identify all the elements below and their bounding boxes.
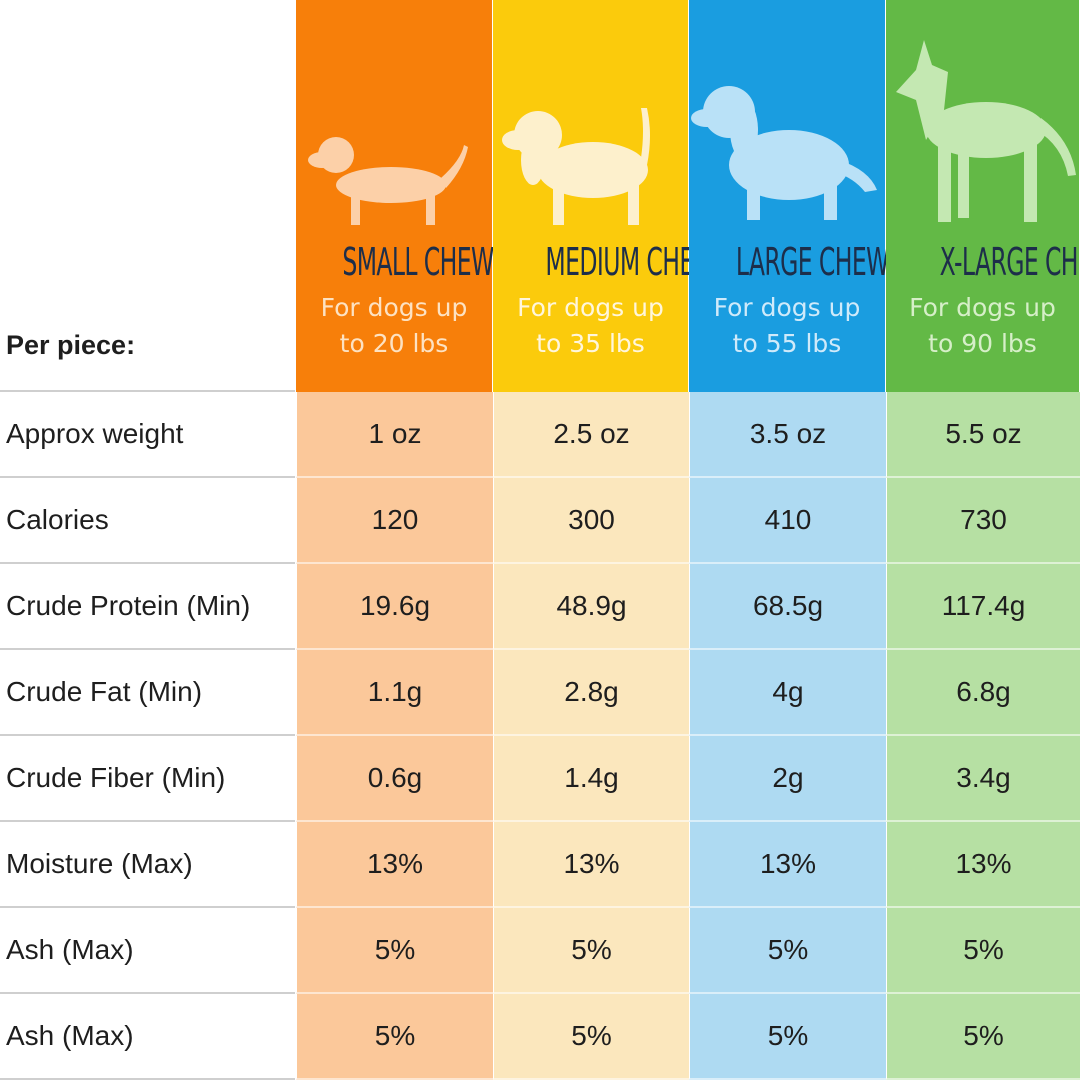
column-subtitle: For dogs up [320,293,468,322]
column-header: LARGE CHEW For dogs up to 55 lbs [689,0,890,392]
cell: 3.5 oz [689,392,886,478]
column-subtitle: For dogs up [713,293,861,322]
cell: 5% [886,908,1080,994]
cell: 5% [886,994,1080,1080]
column-title: X-LARGE CHEW [886,240,1080,284]
column-subtitle: to 90 lbs [928,329,1037,358]
column-title-text: SMALL CHEW [342,240,494,284]
column-header: MEDIUM CHEW For dogs up to 35 lbs [493,0,717,392]
cell: 6.8g [886,650,1080,736]
cell: 5% [493,994,689,1080]
cell: 410 [689,478,886,564]
cell: 2g [689,736,886,822]
column-subtitle: to 55 lbs [732,329,842,358]
row-label: Crude Fiber (Min) [0,736,295,822]
dog-icon [308,137,468,225]
column-subtitle: For dogs up [909,293,1056,322]
row-label: Crude Fat (Min) [0,650,295,736]
cell: 4g [689,650,886,736]
cell: 1 oz [296,392,493,478]
cell: 2.5 oz [493,392,689,478]
dog-icon [691,86,877,220]
cell: 730 [886,478,1080,564]
cell: 13% [689,822,886,908]
cell: 5% [296,994,493,1080]
cell: 5% [296,908,493,994]
cell: 3.4g [886,736,1080,822]
row-label: Ash (Max) [0,994,295,1080]
column-header: SMALL CHEW For dogs up to 20 lbs [296,0,494,392]
cell: 13% [886,822,1080,908]
cell: 2.8g [493,650,689,736]
column-title: MEDIUM CHEW [493,240,717,284]
cell: 19.6g [296,564,493,650]
cell: 48.9g [493,564,689,650]
cell: 1.1g [296,650,493,736]
row-label: Calories [0,478,295,564]
column-title: SMALL CHEW [296,240,494,284]
cell: 5% [689,994,886,1080]
cell: 5.5 oz [886,392,1080,478]
column-subtitle: to 20 lbs [339,329,449,358]
cell: 68.5g [689,564,886,650]
cell: 120 [296,478,493,564]
header-label: Per piece: [6,330,136,360]
cell: 117.4g [886,564,1080,650]
cell: 13% [296,822,493,908]
cell: 13% [493,822,689,908]
column-subtitle: For dogs up [517,293,664,322]
cell: 5% [493,908,689,994]
dog-icon [896,40,1076,222]
row-label: Ash (Max) [0,908,295,994]
cell: 0.6g [296,736,493,822]
dog-icon [502,108,650,225]
cell: 5% [689,908,886,994]
column-subtitle: to 35 lbs [536,329,645,358]
column-title: LARGE CHEW [689,240,890,284]
cell: 300 [493,478,689,564]
column-title-text: MEDIUM CHEW [545,240,717,284]
cell: 1.4g [493,736,689,822]
column-header: X-LARGE CHEW For dogs up to 90 lbs [886,0,1080,392]
row-label: Approx weight [0,392,295,478]
row-label: Moisture (Max) [0,822,295,908]
row-label: Crude Protein (Min) [0,564,295,650]
divider [0,390,295,392]
column-title-text: X-LARGE CHEW [939,240,1080,284]
column-title-text: LARGE CHEW [735,240,890,284]
